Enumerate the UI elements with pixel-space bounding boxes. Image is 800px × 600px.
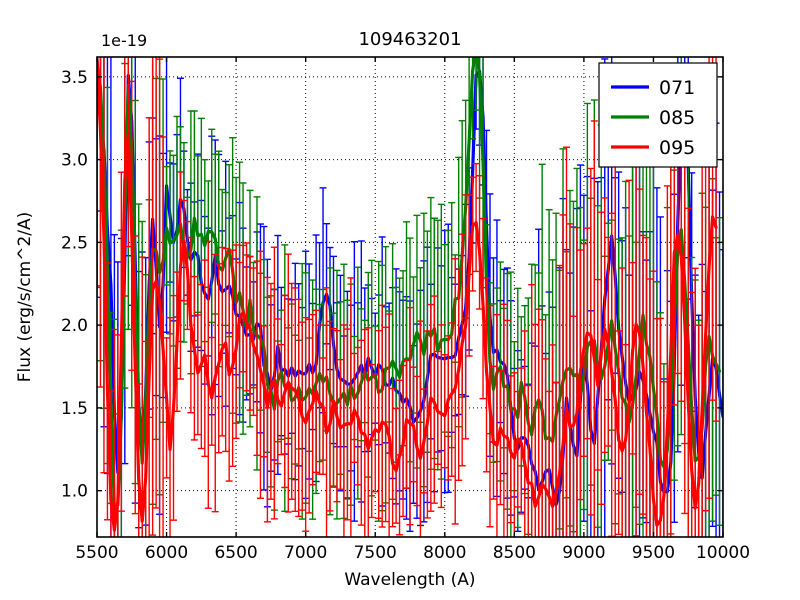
page-title: 109463201: [358, 29, 461, 50]
series-line-095: [97, 58, 718, 532]
axis-ticks: 5500 6000 6500 7000 7500 8000 8500 9000 9500 1000…: [61, 57, 750, 563]
y-tick-label: 3.5: [61, 68, 88, 88]
y-tick-label: 1.5: [61, 399, 88, 419]
axes-frame: [96, 56, 724, 538]
x-tick-label: 7500: [354, 543, 397, 563]
y-tick-label: 2.5: [61, 233, 88, 253]
x-axis-label: Wavelength (A): [344, 570, 475, 590]
legend-label-095[interactable]: 095: [659, 137, 695, 159]
legend[interactable]: 071 085 095: [598, 62, 718, 168]
y-axis-label: Flux (erg/s/cm^2/A): [15, 212, 35, 383]
legend-box: [598, 62, 718, 168]
x-tick-label: 6500: [214, 543, 257, 563]
x-tick-label: 10000: [696, 543, 750, 563]
x-tick-label: 7000: [284, 543, 327, 563]
x-tick-label: 9000: [562, 543, 605, 563]
plot-frame: [96, 56, 724, 538]
x-tick-label: 9500: [632, 543, 675, 563]
legend-label-085[interactable]: 085: [659, 107, 695, 129]
x-tick-label: 5500: [75, 543, 118, 563]
y-axis-offset-label: 1e-19: [101, 31, 147, 50]
y-tick-label: 3.0: [61, 151, 88, 171]
x-tick-label: 8000: [423, 543, 466, 563]
x-tick-label: 8500: [493, 543, 536, 563]
y-tick-label: 1.0: [61, 482, 88, 502]
x-tick-label: 6000: [145, 543, 188, 563]
legend-label-071[interactable]: 071: [659, 77, 695, 99]
y-tick-label: 2.0: [61, 316, 88, 336]
